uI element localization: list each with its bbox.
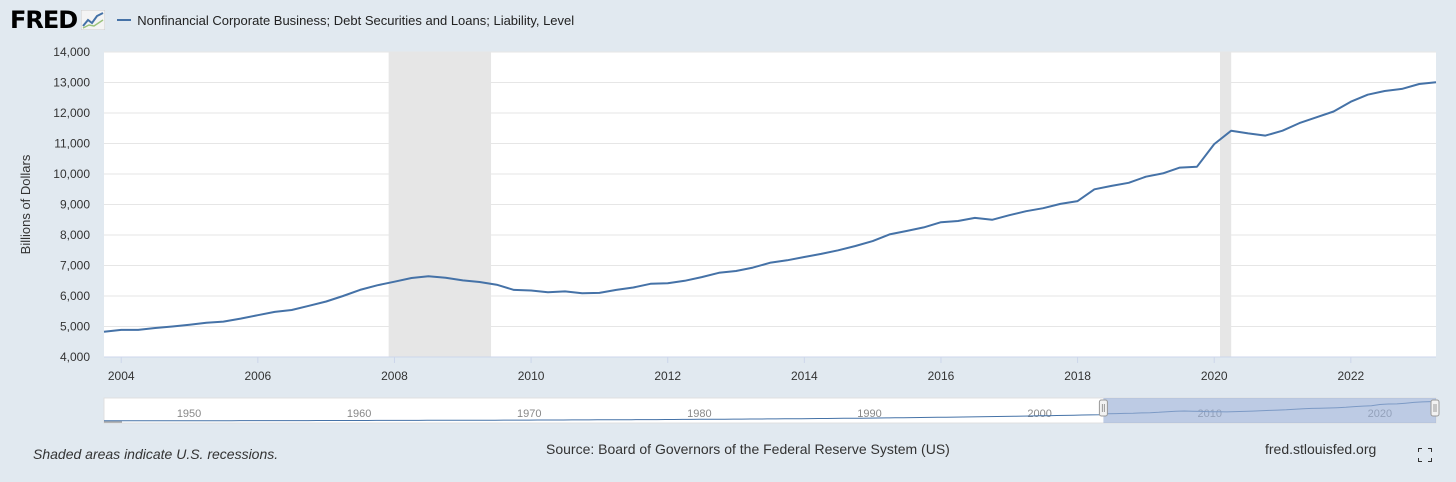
navigator-tick-label: 1980 bbox=[687, 408, 711, 420]
y-tick-label: 5,000 bbox=[60, 320, 90, 334]
y-tick-label: 11,000 bbox=[54, 137, 90, 151]
y-tick-label: 7,000 bbox=[60, 259, 90, 273]
y-tick-label: 10,000 bbox=[53, 167, 90, 181]
y-tick-label: 4,000 bbox=[60, 350, 90, 364]
x-tick-label: 2006 bbox=[244, 369, 271, 383]
fullscreen-icon[interactable] bbox=[1418, 448, 1432, 462]
x-tick-label: 2008 bbox=[381, 369, 408, 383]
fred-logo[interactable]: FRED bbox=[10, 6, 78, 34]
x-tick-label: 2010 bbox=[518, 369, 545, 383]
series-line bbox=[103, 81, 1437, 333]
navigator-tick-label: 1990 bbox=[857, 408, 881, 420]
x-tick-label: 2018 bbox=[1064, 369, 1091, 383]
chart-area: 4,000 5,000 6,000 7,000 8,000 9,000 10,000 11,0… bbox=[18, 45, 1440, 424]
chart-header: FRED Nonfinancial Corporate Business; De… bbox=[10, 6, 574, 34]
navigator-handle[interactable] bbox=[1098, 399, 1108, 417]
x-tick-label: 2004 bbox=[108, 369, 135, 383]
source-text: Source: Board of Governors of the Federa… bbox=[546, 441, 950, 457]
series-title: Nonfinancial Corporate Business; Debt Se… bbox=[137, 12, 575, 28]
y-tick-label: 14,000 bbox=[53, 45, 90, 59]
navigator-tick-label: 2000 bbox=[1027, 408, 1051, 420]
y-tick-label: 8,000 bbox=[60, 228, 90, 242]
x-tick-label: 2016 bbox=[928, 369, 955, 383]
recession-note: Shaded areas indicate U.S. recessions. bbox=[33, 446, 279, 462]
series-legend-line bbox=[117, 19, 132, 21]
site-link[interactable]: fred.stlouisfed.org bbox=[1265, 441, 1377, 457]
y-tick-label: 9,000 bbox=[60, 198, 90, 212]
y-tick-label: 13,000 bbox=[53, 76, 90, 90]
line-chart-icon bbox=[81, 10, 106, 30]
navigator-tick-label: 1960 bbox=[347, 408, 371, 420]
navigator-tick-label: 1970 bbox=[517, 408, 541, 420]
x-tick-label: 2014 bbox=[791, 369, 818, 383]
y-tick-label: 6,000 bbox=[60, 289, 90, 303]
y-axis-title: Billions of Dollars bbox=[18, 154, 33, 254]
x-tick-label: 2012 bbox=[654, 369, 681, 383]
navigator-selection[interactable] bbox=[1103, 398, 1436, 423]
navigator-handle[interactable] bbox=[1430, 399, 1440, 417]
navigator-tick-label: 1950 bbox=[177, 408, 201, 420]
x-tick-label: 2022 bbox=[1337, 369, 1364, 383]
y-tick-label: 12,000 bbox=[53, 106, 90, 120]
x-tick-label: 2020 bbox=[1201, 369, 1228, 383]
